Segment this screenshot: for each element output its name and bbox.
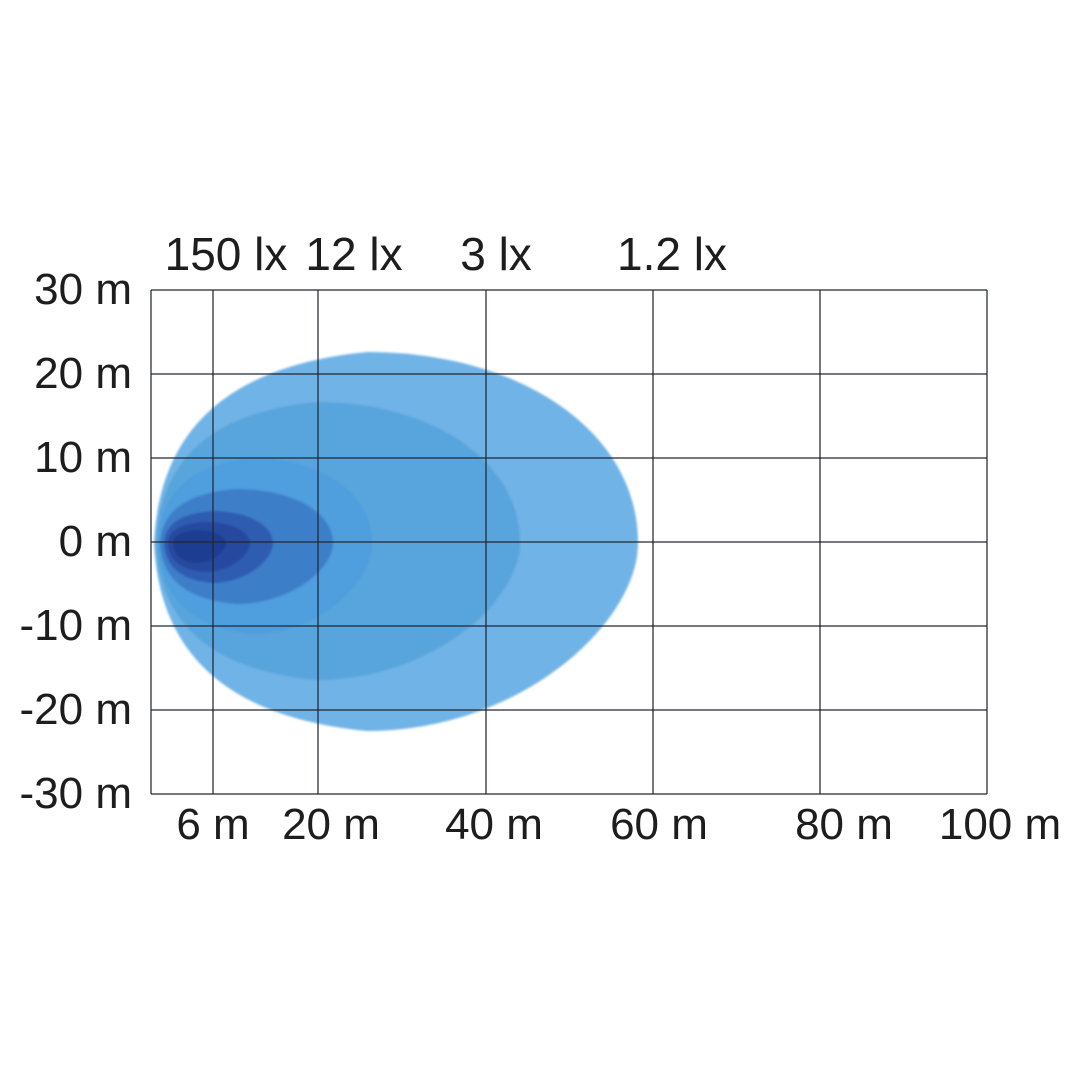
lux-label-150: 150 lx	[164, 228, 288, 280]
y-axis-label-10: 10 m	[34, 433, 132, 482]
lux-label-1p2: 1.2 lx	[617, 228, 727, 280]
lux-label-12: 12 lx	[305, 228, 403, 280]
y-axis-label-n10: -10 m	[19, 601, 132, 650]
x-axis-label-100: 100 m	[938, 800, 1062, 849]
y-axis-label-n20: -20 m	[19, 685, 132, 734]
y-axis-label-n30: -30 m	[19, 769, 132, 818]
x-axis-label-6: 6 m	[176, 800, 250, 849]
x-axis-label-40: 40 m	[445, 800, 543, 849]
lux-label-3: 3 lx	[460, 228, 532, 280]
beam-contours	[154, 352, 638, 731]
y-axis-label-0: 0 m	[58, 517, 132, 566]
x-axis-label-60: 60 m	[610, 800, 708, 849]
y-axis-label-20: 20 m	[34, 349, 132, 398]
y-axis-label-30: 30 m	[34, 265, 132, 314]
x-axis-label-80: 80 m	[795, 800, 893, 849]
grid-lines	[150, 289, 988, 795]
x-axis-label-20: 20 m	[282, 800, 380, 849]
